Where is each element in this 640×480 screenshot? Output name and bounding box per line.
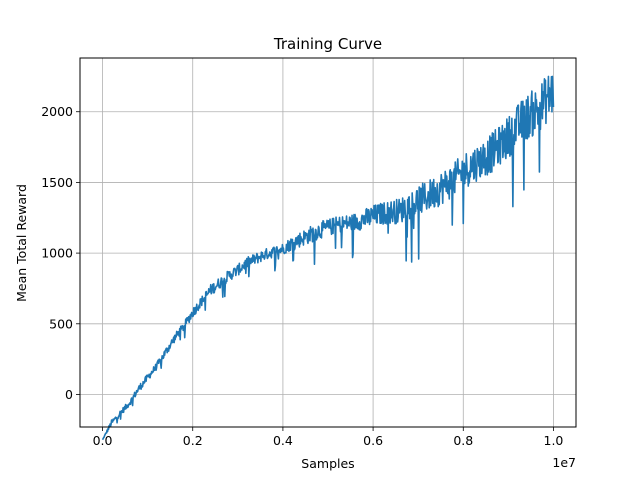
series-line (101, 75, 555, 441)
y-tick-label: 1500 (41, 175, 73, 190)
x-axis: 0.0 0.2 0.4 0.6 0.8 1.0 (93, 427, 564, 448)
chart-title: Training Curve (273, 35, 382, 53)
y-tick-label: 2000 (41, 104, 73, 119)
x-tick-label: 0.4 (273, 433, 293, 448)
x-offset-label: 1e7 (552, 455, 576, 470)
axes-frame (79, 57, 577, 428)
y-tick-label: 1000 (41, 246, 73, 261)
grid (80, 58, 576, 427)
y-axis: 0 500 1000 1500 2000 (41, 104, 80, 402)
y-axis-label: Mean Total Reward (14, 184, 29, 302)
x-axis-label: Samples (301, 456, 354, 471)
x-tick-label: 0.2 (183, 433, 203, 448)
x-tick-label: 0.0 (93, 433, 113, 448)
series-layer (101, 75, 555, 441)
x-tick-label: 0.8 (453, 433, 473, 448)
y-tick-label: 0 (65, 387, 73, 402)
x-tick-label: 0.6 (363, 433, 383, 448)
x-tick-label: 1.0 (544, 433, 564, 448)
y-tick-label: 500 (49, 316, 73, 331)
